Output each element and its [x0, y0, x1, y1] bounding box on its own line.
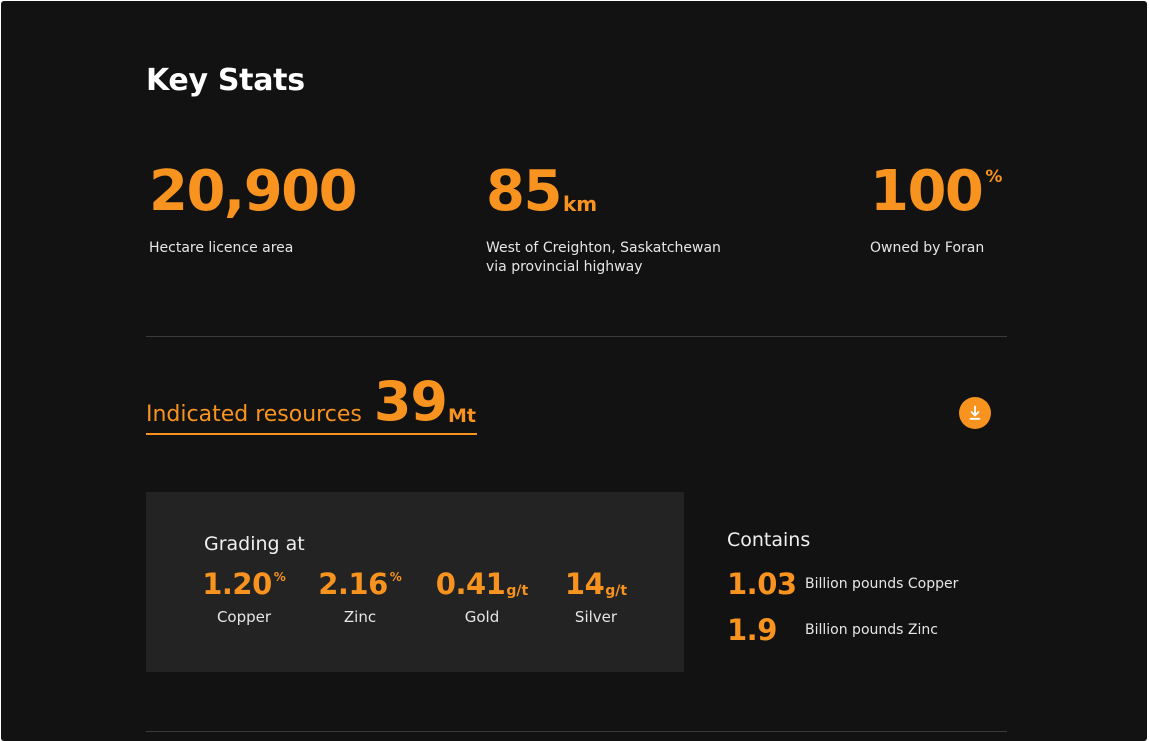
contains-label: Billion pounds Zinc — [805, 622, 938, 638]
stat-value: 20,900 — [149, 159, 358, 225]
contains-value: 1.9 — [727, 613, 777, 647]
grade-unit: g/t — [506, 583, 529, 599]
grade-zinc: 2.16 % Zinc — [314, 566, 406, 626]
stat-caption: Hectare licence area — [149, 240, 294, 256]
grade-label: Copper — [216, 608, 272, 626]
stat-caption: Owned by Foran — [870, 240, 985, 256]
grade-label: Zinc — [343, 608, 377, 626]
section-title: Key Stats — [146, 63, 305, 98]
grade-gold: 0.41 g/t Gold — [432, 566, 532, 626]
contains-copper: 1.03 Billion pounds Copper — [727, 567, 958, 601]
grade-value: 0.41 — [435, 567, 506, 601]
grade-label: Gold — [464, 608, 500, 626]
grade-value: 1.20 — [202, 567, 272, 601]
download-icon — [969, 405, 981, 420]
stat-number: 20,900 — [149, 159, 358, 224]
indicated-unit: Mt — [447, 405, 476, 427]
grade-silver: 14 g/t Silver — [554, 566, 638, 626]
stat-ownership: 100 % Owned by Foran — [870, 159, 1002, 258]
stat-value: 85 km — [486, 159, 721, 225]
grade-label: Silver — [574, 608, 618, 626]
grade-unit: % — [273, 570, 286, 584]
stat-unit: km — [562, 192, 598, 216]
grade-unit: % — [389, 570, 402, 584]
download-button[interactable] — [959, 397, 991, 429]
divider — [146, 731, 1007, 732]
contains-title: Contains — [727, 529, 811, 551]
grade-value: 14 — [564, 567, 605, 601]
stat-distance: 85 km West of Creighton, Saskatchewan vi… — [486, 159, 721, 277]
contains-value: 1.03 — [727, 567, 797, 601]
divider — [146, 336, 1007, 337]
grading-title: Grading at — [204, 533, 305, 555]
stat-number: 85 — [486, 159, 562, 224]
stat-number: 100 — [870, 159, 984, 224]
indicated-label: Indicated resources — [146, 402, 362, 427]
stat-value: 100 % — [870, 159, 1002, 225]
grade-value: 2.16 — [318, 567, 388, 601]
grading-panel: Grading at 1.20 % Copper 2.16 % Zinc 0.4… — [146, 492, 684, 672]
grade-unit: g/t — [605, 583, 628, 599]
indicated-value: 39 — [373, 370, 448, 433]
stat-caption: West of Creighton, Saskatchewan via prov… — [486, 240, 721, 275]
contains-zinc: 1.9 Billion pounds Zinc — [727, 613, 938, 647]
grade-copper: 1.20 % Copper — [198, 566, 290, 626]
stat-unit: % — [985, 167, 1003, 187]
contains-label: Billion pounds Copper — [805, 576, 959, 592]
indicated-resources-link[interactable]: Indicated resources 39 Mt — [146, 371, 477, 435]
stat-licence-area: 20,900 Hectare licence area — [149, 159, 358, 258]
